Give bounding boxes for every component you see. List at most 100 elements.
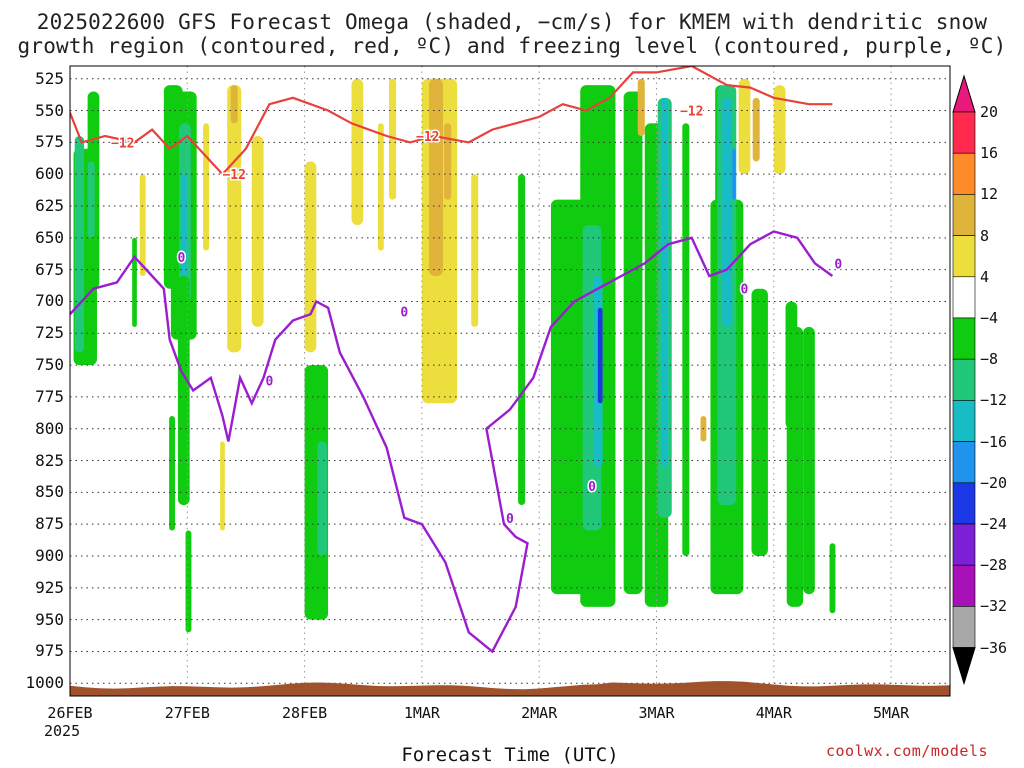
contour-label: −12: [416, 130, 439, 145]
y-tick-label: 675: [35, 259, 64, 279]
omega-shade-column: [773, 85, 786, 175]
omega-shade-column: [518, 174, 526, 506]
y-tick-label: 825: [35, 450, 64, 470]
omega-shade-column: [623, 91, 643, 595]
y-tick-label: 1000: [25, 673, 64, 693]
contour-label: 0: [178, 251, 186, 266]
x-tick-label: 26FEB: [47, 704, 93, 722]
omega-shade-column: [377, 123, 384, 251]
colorbar-label: 8: [980, 226, 990, 245]
colorbar-label: 4: [980, 267, 990, 286]
colorbar-label: −8: [980, 350, 999, 369]
y-tick-label: 850: [35, 482, 64, 502]
chart-title-line-1: 2025022600 GFS Forecast Omega (shaded, −…: [36, 10, 988, 34]
omega-shade-column: [351, 78, 364, 226]
x-tick-label: 4MAR: [755, 704, 792, 722]
colorbar-label: −28: [980, 556, 1008, 575]
contour-label: −12: [111, 136, 134, 151]
omega-shade-column: [722, 97, 732, 327]
colorbar-top-arrow: [952, 74, 976, 113]
x-tick-label: 2MAR: [521, 704, 558, 722]
y-tick-label: 650: [35, 227, 64, 247]
omega-shade-column: [471, 174, 479, 327]
omega-shade-column: [444, 123, 452, 200]
omega-shade-column: [751, 288, 768, 556]
y-tick-label: 525: [35, 68, 64, 88]
contour-label: −12: [680, 105, 703, 120]
y-tick-label: 925: [35, 577, 64, 597]
colorbar-label: 12: [980, 185, 999, 204]
colorbar-label: −20: [980, 473, 1008, 492]
omega-shade-column: [803, 326, 815, 595]
contour-label: 0: [834, 257, 842, 272]
x-axis-title: Forecast Time (UTC): [401, 744, 619, 766]
omega-shade-column: [169, 416, 175, 531]
chart-title-line-2: growth region (contoured, red, ºC) and f…: [17, 34, 1007, 58]
colorbar-segment: [952, 317, 976, 360]
y-tick-label: 750: [35, 355, 64, 375]
colorbar-label: −12: [980, 391, 1008, 410]
x-tick-label: 1MAR: [403, 704, 440, 722]
plot-area-background: [70, 66, 950, 696]
colorbar-segment: [952, 441, 976, 484]
colorbar-label: 20: [980, 103, 999, 121]
omega-shade-column: [74, 136, 85, 353]
colorbar-label: −24: [980, 515, 1008, 533]
y-tick-label: 600: [35, 164, 64, 184]
omega-shading-layer: [73, 78, 836, 633]
colorbar-segment: [952, 276, 976, 319]
x-tick-label: 27FEB: [164, 704, 210, 722]
omega-shade-column: [732, 148, 736, 200]
omega-shade-column: [829, 543, 836, 614]
colorbar-segment: [952, 235, 976, 278]
x-axis-year-label: 2025: [44, 722, 81, 740]
contour-label: 0: [265, 374, 273, 389]
contour-label: −12: [222, 168, 245, 183]
contour-label: 0: [741, 283, 749, 298]
plot-frame: [69, 65, 951, 697]
colorbar-segment: [952, 358, 976, 401]
colorbar-segment: [952, 523, 976, 566]
x-tick-label: 5MAR: [873, 704, 910, 722]
y-tick-label: 975: [35, 641, 64, 661]
colorbar-segment: [952, 152, 976, 195]
omega-shade-column: [389, 78, 397, 200]
colorbar-segment: [952, 194, 976, 236]
contour-label: 0: [506, 512, 514, 527]
y-tick-label: 875: [35, 514, 64, 534]
y-tick-label: 775: [35, 386, 64, 406]
credit-text: coolwx.com/models: [826, 742, 989, 760]
y-tick-label: 950: [35, 609, 64, 629]
omega-shade-column: [230, 85, 238, 124]
colorbar-segment: [952, 482, 976, 525]
omega-shade-column: [185, 530, 192, 633]
omega-shade-column: [428, 78, 444, 277]
terrain-layer: [70, 681, 950, 696]
omega-shade-column: [220, 441, 225, 531]
omega-shade-column: [637, 78, 645, 136]
contour-label: 0: [588, 480, 596, 495]
y-tick-label: 625: [35, 196, 64, 215]
omega-shade-column: [227, 85, 242, 353]
colorbar-label: 16: [980, 144, 999, 163]
y-tick-label: 800: [35, 418, 64, 438]
colorbar-bottom-arrow: [952, 647, 976, 686]
terrain-surface: [70, 681, 950, 696]
freezing-level-contour: [70, 230, 834, 654]
x-tick-label: 3MAR: [638, 704, 675, 722]
colorbar-segment: [952, 400, 976, 442]
omega-shade-column: [132, 237, 137, 327]
omega-shade-column: [597, 307, 603, 404]
contour-label: 0: [400, 306, 408, 321]
omega-shade-column: [251, 136, 264, 327]
omega-shade-column: [139, 174, 146, 276]
colorbar-label: −36: [980, 638, 1008, 657]
x-tick-label: 28FEB: [282, 704, 328, 722]
y-tick-label: 900: [35, 546, 64, 565]
omega-shade-column: [87, 161, 95, 238]
y-tick-label: 575: [35, 132, 64, 152]
omega-shade-column: [682, 123, 690, 556]
omega-shade-column: [304, 161, 317, 353]
